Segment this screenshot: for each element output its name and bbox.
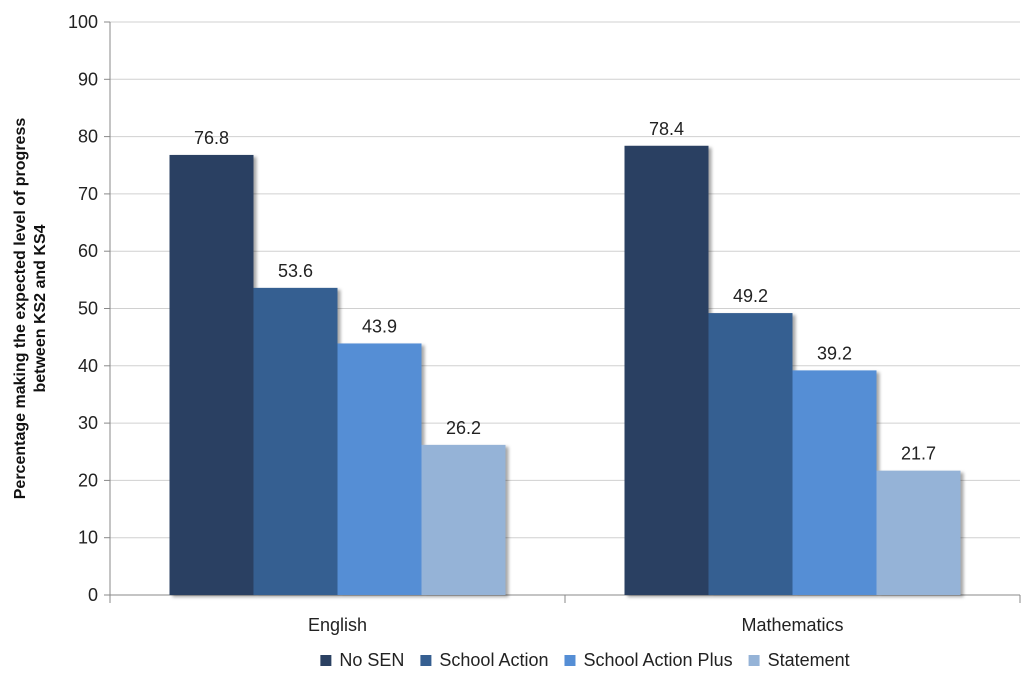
y-tick-label: 100 xyxy=(68,12,98,32)
data-label: 49.2 xyxy=(733,286,768,306)
y-axis-label: Percentage making the expected level of … xyxy=(12,118,49,500)
y-tick-label: 80 xyxy=(78,127,98,147)
y-tick-label: 70 xyxy=(78,184,98,204)
y-tick-label: 30 xyxy=(78,413,98,433)
data-label: 21.7 xyxy=(901,444,936,464)
legend: No SEN School Action School Action Plus Sta… xyxy=(320,650,850,670)
data-label: 43.9 xyxy=(362,316,397,336)
x-category-label: English xyxy=(308,615,367,635)
bar xyxy=(169,154,254,595)
legend-label: Statement xyxy=(768,650,850,670)
bar xyxy=(792,370,877,595)
data-label: 26.2 xyxy=(446,418,481,438)
axes: 0 10 20 30 40 50 60 70 80 90 100 English Mathematics xyxy=(68,12,1021,635)
data-label: 39.2 xyxy=(817,343,852,363)
bars xyxy=(169,145,961,595)
data-label: 78.4 xyxy=(649,119,684,139)
x-category-label: Mathematics xyxy=(741,615,843,635)
data-label: 53.6 xyxy=(278,261,313,281)
legend-label: School Action Plus xyxy=(583,650,732,670)
bar xyxy=(708,313,793,595)
y-tick-label: 50 xyxy=(78,299,98,319)
legend-swatch xyxy=(420,655,432,666)
bar xyxy=(337,343,422,595)
legend-swatch xyxy=(320,655,332,666)
y-tick-label: 20 xyxy=(78,470,98,490)
data-label: 76.8 xyxy=(194,128,229,148)
legend-swatch xyxy=(564,655,576,666)
bar xyxy=(421,444,506,595)
y-tick-label: 90 xyxy=(78,69,98,89)
data-labels: 76.8 53.6 43.9 26.2 78.4 49.2 39.2 21.7 xyxy=(194,119,936,464)
y-tick-label: 10 xyxy=(78,528,98,548)
legend-label: School Action xyxy=(439,650,548,670)
y-tick-label: 40 xyxy=(78,356,98,376)
bar xyxy=(624,145,709,595)
bar xyxy=(253,287,338,595)
legend-swatch xyxy=(748,655,760,666)
y-axis-label-line: between KS2 and KS4 xyxy=(32,224,49,392)
y-tick-label: 0 xyxy=(88,585,98,605)
bar xyxy=(876,470,961,595)
y-axis-label-line: Percentage making the expected level of … xyxy=(12,118,29,500)
legend-label: No SEN xyxy=(339,650,404,670)
y-tick-label: 60 xyxy=(78,241,98,261)
